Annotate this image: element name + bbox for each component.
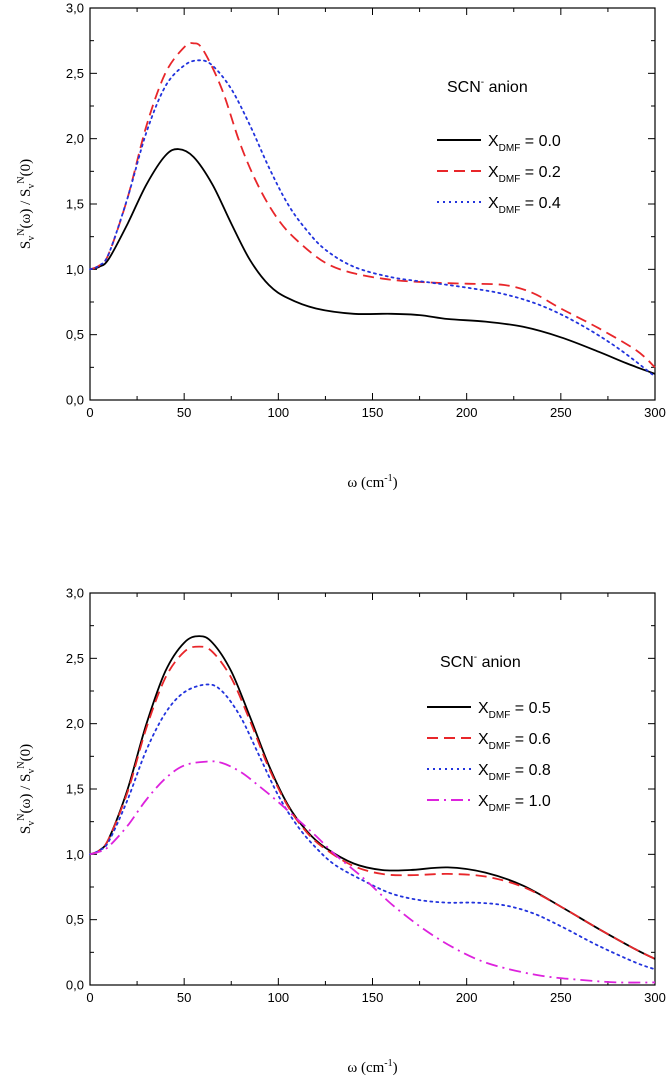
chart-2: 0 50 100 150 200 250 300 0,0 0,5 1,0 1,5 2,0 2,5 3,0 ω… [16, 586, 666, 1077]
annotation-scn-anion: SCN- anion [440, 652, 521, 671]
x-axis-title: ω (cm-1) [347, 1058, 397, 1076]
x-tick-label: 250 [550, 990, 572, 1005]
x-tick-label: 50 [177, 405, 191, 420]
series-line-0.4 [89, 59, 656, 378]
y-tick-label: 3,0 [66, 1, 84, 16]
series-line-0.6 [89, 645, 656, 960]
series-line-0.8 [89, 683, 656, 971]
y-axis-title: SvN(ω) / SvN(0) [16, 744, 37, 834]
x-tick-label: 250 [550, 405, 572, 420]
chart-1: 0 50 100 150 200 250 300 0,0 0,5 1,0 1,5 2,0 2,5 3,0 ω… [16, 1, 666, 492]
legend-label: XDMF = 0.2 [488, 164, 561, 185]
y-tick-label: 2,5 [66, 651, 84, 666]
legend-label: XDMF = 0.4 [488, 195, 561, 216]
annotation-scn-anion: SCN- anion [447, 77, 528, 96]
legend-label: XDMF = 0.6 [478, 731, 551, 752]
y-tick-label: 0,0 [66, 393, 84, 408]
legend-label: XDMF = 0.5 [478, 700, 551, 721]
legend-label: XDMF = 0.0 [488, 133, 561, 154]
y-tick-label: 2,0 [66, 131, 84, 146]
x-tick-label: 0 [86, 405, 93, 420]
y-tick-label: 1,0 [66, 262, 84, 277]
x-tick-label: 100 [267, 405, 289, 420]
series-line-1.0 [89, 760, 656, 984]
legend-label: XDMF = 1.0 [478, 793, 551, 814]
y-tick-label: 0,5 [66, 912, 84, 927]
series-line-0.5 [89, 635, 656, 960]
legend-label: XDMF = 0.8 [478, 762, 551, 783]
y-tick-label: 0,5 [66, 327, 84, 342]
y-tick-label: 0,0 [66, 978, 84, 993]
series-line-0.2 [89, 42, 656, 368]
y-tick-label: 2,0 [66, 716, 84, 731]
x-tick-label: 200 [456, 405, 478, 420]
x-axis-title: ω (cm-1) [347, 473, 397, 491]
x-tick-label: 300 [644, 990, 666, 1005]
x-tick-label: 150 [362, 405, 384, 420]
x-tick-label: 200 [456, 990, 478, 1005]
y-tick-label: 1,5 [66, 197, 84, 212]
x-tick-label: 300 [644, 405, 666, 420]
y-tick-label: 1,5 [66, 782, 84, 797]
x-tick-label: 150 [362, 990, 384, 1005]
y-axis-title: SvN(ω) / SvN(0) [16, 159, 37, 249]
plot-frame [89, 592, 656, 986]
x-tick-label: 50 [177, 990, 191, 1005]
x-tick-label: 0 [86, 990, 93, 1005]
y-tick-label: 1,0 [66, 847, 84, 862]
series-line-0.0 [89, 148, 656, 375]
x-tick-label: 100 [267, 990, 289, 1005]
y-tick-label: 3,0 [66, 586, 84, 601]
y-tick-label: 2,5 [66, 66, 84, 81]
